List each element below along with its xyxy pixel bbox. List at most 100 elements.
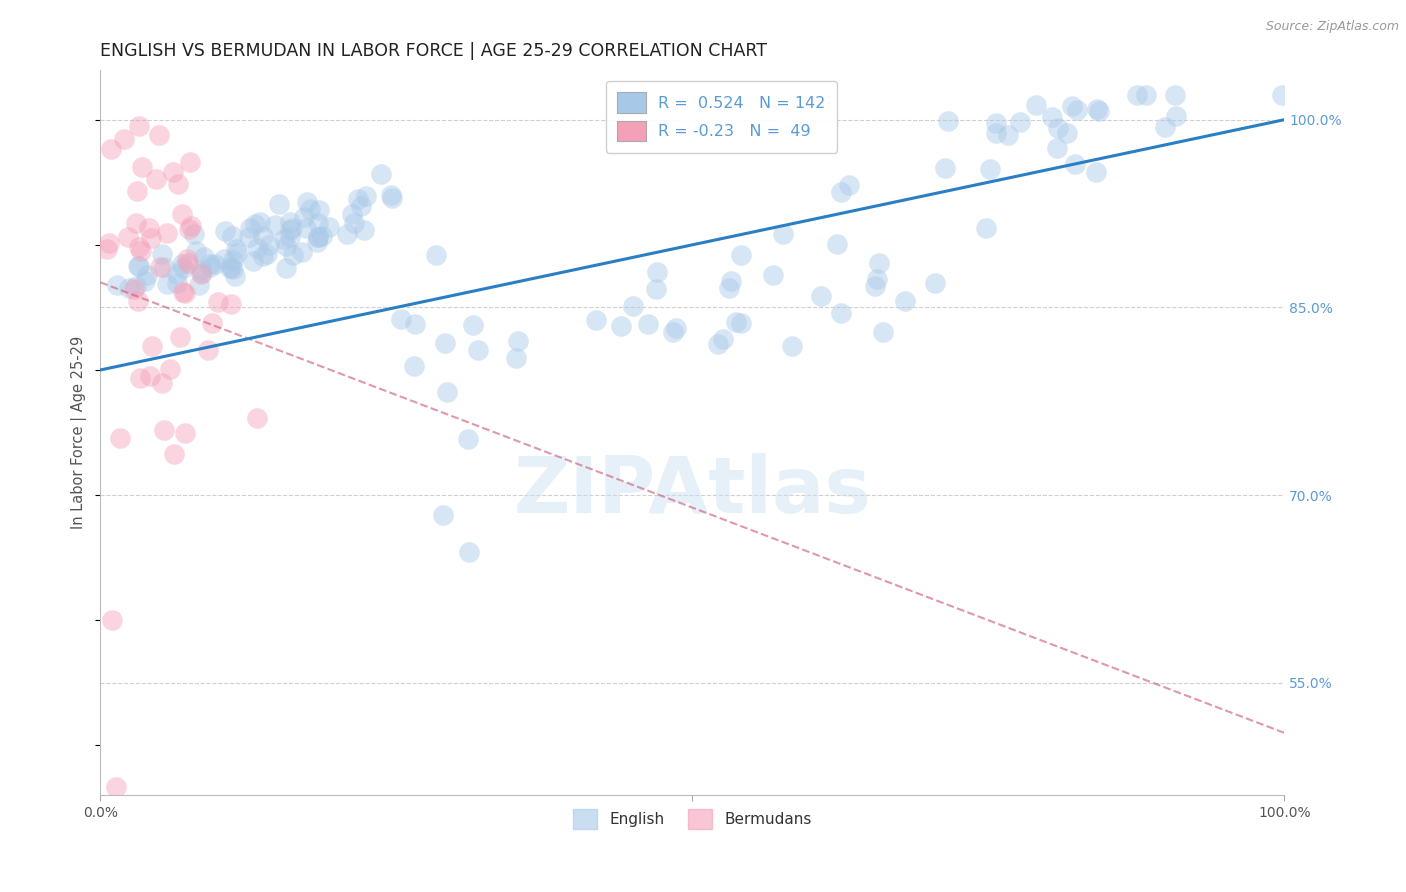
Point [274,261,297,276]
Text: Source: ZipAtlas.com: Source: ZipAtlas.com [1265,20,1399,33]
Point [128,240,150,254]
Point [177,222,200,236]
Point [122,282,145,296]
Point [505,351,527,365]
Point [974,221,997,235]
Point [219,297,242,311]
Point [180,219,202,233]
Point [863,279,886,293]
Point [354,188,377,202]
Point [292,211,315,225]
Point [190,268,212,282]
Point [246,410,269,425]
Point [307,230,329,244]
Text: ENGLISH VS BERMUDAN IN LABOR FORCE | AGE 25-29 CORRELATION CHART: ENGLISH VS BERMUDAN IN LABOR FORCE | AGE… [100,42,768,60]
Point [173,425,195,440]
Point [183,227,205,241]
Point [311,229,333,244]
Point [198,257,221,271]
Point [1040,110,1063,124]
Point [191,266,214,280]
Point [184,244,207,258]
Point [141,339,163,353]
Point [172,206,194,220]
Point [336,227,359,241]
Point [866,272,889,286]
Point [1164,87,1187,102]
Point [340,207,363,221]
Point [131,160,153,174]
Point [838,178,860,193]
Point [924,277,946,291]
Point [176,252,198,266]
Point [1066,103,1088,117]
Point [138,368,160,383]
Point [128,120,150,134]
Point [291,245,314,260]
Point [868,256,890,270]
Point [318,219,340,234]
Point [238,220,260,235]
Point [174,285,197,300]
Point [1164,109,1187,123]
Point [307,216,329,230]
Point [225,245,247,260]
Point [201,316,224,330]
Point [187,277,209,292]
Point [381,191,404,205]
Point [117,230,139,244]
Point [810,289,832,303]
Point [243,218,266,232]
Point [193,251,215,265]
Point [224,268,246,283]
Point [1088,103,1111,118]
Point [609,319,631,334]
Point [156,227,179,241]
Point [153,260,176,274]
Point [1008,115,1031,129]
Point [222,253,245,268]
Point [762,268,785,282]
Point [457,432,479,446]
Point [830,306,852,320]
Point [134,274,156,288]
Point [145,172,167,186]
Point [190,263,212,277]
Point [170,257,193,271]
Point [645,265,668,279]
Point [166,276,188,290]
Point [353,223,375,237]
Point [830,185,852,199]
Point [295,221,318,235]
Point [105,277,128,292]
Point [214,225,236,239]
Point [984,126,1007,140]
Point [425,248,447,262]
Point [894,294,917,309]
Point [125,216,148,230]
Point [461,318,484,332]
Point [585,313,607,327]
Point [252,229,274,244]
Point [162,165,184,179]
Point [404,317,426,331]
Point [264,219,287,233]
Point [1126,87,1149,102]
Point [436,385,458,400]
Point [273,232,295,246]
Point [825,236,848,251]
Point [1056,126,1078,140]
Point [104,780,127,794]
Point [343,216,366,230]
Point [172,260,194,275]
Point [308,203,330,218]
Point [370,167,392,181]
Point [110,432,132,446]
Point [129,244,152,259]
Point [204,257,226,271]
Point [221,228,243,243]
Point [163,447,186,461]
Point [153,423,176,437]
Y-axis label: In Labor Force | Age 25-29: In Labor Force | Age 25-29 [72,336,87,529]
Point [307,230,329,244]
